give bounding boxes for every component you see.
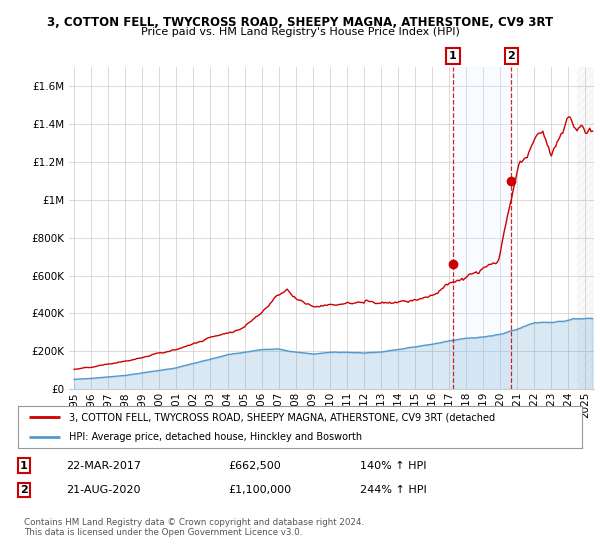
Text: HPI: Average price, detached house, Hinckley and Bosworth: HPI: Average price, detached house, Hinc… <box>69 432 362 442</box>
Text: Contains HM Land Registry data © Crown copyright and database right 2024.
This d: Contains HM Land Registry data © Crown c… <box>24 518 364 538</box>
Bar <box>577 67 594 389</box>
Text: 22-MAR-2017: 22-MAR-2017 <box>66 461 141 471</box>
Text: 3, COTTON FELL, TWYCROSS ROAD, SHEEPY MAGNA, ATHERSTONE, CV9 3RT (detached: 3, COTTON FELL, TWYCROSS ROAD, SHEEPY MA… <box>69 412 495 422</box>
Text: Price paid vs. HM Land Registry's House Price Index (HPI): Price paid vs. HM Land Registry's House … <box>140 27 460 37</box>
Text: 140% ↑ HPI: 140% ↑ HPI <box>360 461 427 471</box>
Text: 1: 1 <box>20 461 28 471</box>
Text: 1: 1 <box>449 51 457 61</box>
Text: 2: 2 <box>507 51 515 61</box>
Text: 3, COTTON FELL, TWYCROSS ROAD, SHEEPY MAGNA, ATHERSTONE, CV9 3RT: 3, COTTON FELL, TWYCROSS ROAD, SHEEPY MA… <box>47 16 553 29</box>
Text: £1,100,000: £1,100,000 <box>228 485 291 495</box>
Text: 244% ↑ HPI: 244% ↑ HPI <box>360 485 427 495</box>
Bar <box>453 67 511 389</box>
Text: 2: 2 <box>20 485 28 495</box>
Text: £662,500: £662,500 <box>228 461 281 471</box>
Text: 21-AUG-2020: 21-AUG-2020 <box>66 485 140 495</box>
